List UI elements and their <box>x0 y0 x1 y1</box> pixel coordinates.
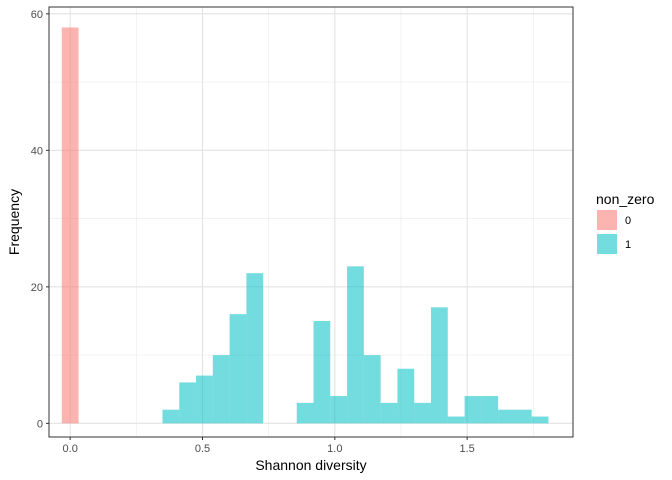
histogram-bar-series-1 <box>464 396 482 424</box>
histogram-bar-series-1 <box>380 402 398 424</box>
histogram-bar-series-1 <box>514 409 532 424</box>
histogram-bar-series-1 <box>313 320 331 424</box>
histogram-bar-series-1 <box>246 273 264 424</box>
y-tick-label: 20 <box>31 282 43 294</box>
x-tick-label: 0.5 <box>195 443 210 455</box>
minor-gridlines <box>49 7 573 437</box>
histogram-bar-series-1 <box>196 375 213 424</box>
plot-border <box>48 6 574 438</box>
histogram-bar-series-1 <box>447 416 465 424</box>
legend-label-1: 1 <box>625 239 631 251</box>
histogram-bar-series-1 <box>363 355 381 424</box>
histogram-bar-series-1 <box>481 396 499 424</box>
histogram-bar-series-1 <box>498 409 515 424</box>
x-axis-title: Shannon diversity <box>255 457 366 473</box>
x-tick-label: 1.5 <box>459 443 474 455</box>
y-tick-label: 60 <box>31 9 43 21</box>
legend-label-0: 0 <box>625 215 631 227</box>
legend-title: non_zero <box>596 191 655 207</box>
x-axis-ticks: 0.0 0.5 1.0 1.5 <box>63 437 475 455</box>
legend: non_zero 0 1 <box>596 191 655 254</box>
histogram-bar-series-1 <box>531 416 549 424</box>
y-tick-label: 40 <box>31 145 43 157</box>
x-tick-label: 1.0 <box>327 443 342 455</box>
legend-key-0 <box>597 210 617 230</box>
y-axis-ticks: 0 20 40 60 <box>31 9 49 430</box>
y-axis-title: Frequency <box>6 189 22 255</box>
bars-layer <box>61 27 549 424</box>
histogram-bar-series-1 <box>414 402 431 424</box>
histogram-bar-series-1 <box>430 307 448 424</box>
plot-panel <box>49 7 573 437</box>
histogram-bar-series-1 <box>330 396 348 424</box>
y-tick-label: 0 <box>37 418 43 430</box>
x-tick-label: 0.0 <box>63 443 78 455</box>
histogram-bar-series-1 <box>179 382 197 424</box>
histogram-bar-series-1 <box>212 355 230 424</box>
histogram-bar-series-1 <box>347 266 364 424</box>
histogram-bar-series-1 <box>296 402 314 424</box>
histogram-bar-series-1 <box>397 368 415 424</box>
legend-key-1 <box>597 234 617 254</box>
histogram-bar-series-1 <box>229 314 247 424</box>
histogram-bar-series-0 <box>61 27 79 424</box>
histogram-bar-series-1 <box>162 409 180 424</box>
